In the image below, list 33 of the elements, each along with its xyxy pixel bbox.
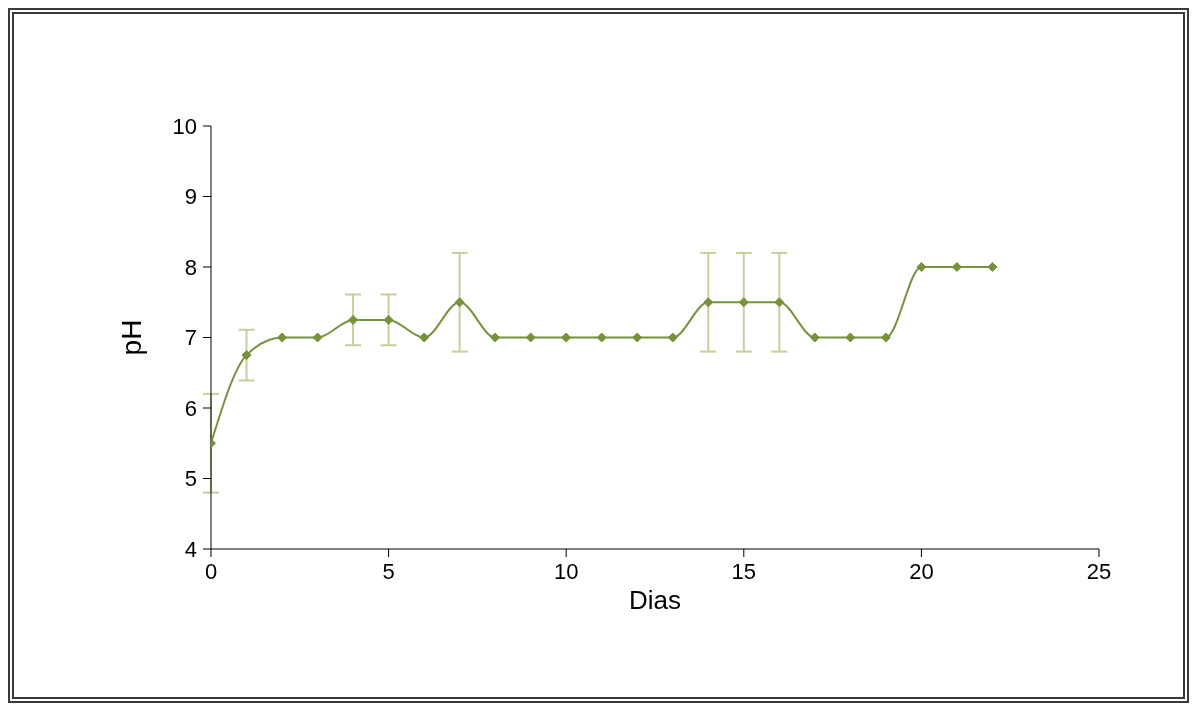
y-tick-label: 5	[184, 466, 197, 492]
point	[703, 297, 714, 308]
x-tick-label: 15	[731, 558, 757, 584]
point	[241, 350, 252, 361]
point	[987, 262, 998, 272]
point	[809, 332, 820, 343]
point	[845, 332, 856, 343]
point	[596, 332, 607, 343]
y-tick-label: 6	[184, 395, 197, 421]
x-tick-label: 0	[204, 558, 218, 584]
point	[880, 332, 891, 343]
y-tick-label: 4	[184, 536, 197, 562]
y-axis-title: pH	[115, 319, 147, 356]
y-tick-label: 9	[184, 184, 197, 210]
y-tick-label: 7	[184, 325, 197, 351]
point	[525, 332, 536, 343]
x-axis-title: Dias	[628, 585, 682, 615]
y-tick-label: 10	[172, 113, 197, 139]
x-tick-label: 20	[909, 558, 934, 584]
point	[312, 332, 323, 343]
point	[561, 332, 572, 343]
x-tick-label: 25	[1086, 558, 1112, 584]
point	[490, 332, 501, 343]
point	[419, 332, 430, 343]
point	[632, 332, 643, 343]
point	[454, 297, 465, 308]
point	[774, 297, 785, 308]
point	[667, 332, 678, 343]
x-tick-label: 5	[382, 558, 395, 584]
point	[738, 297, 749, 308]
y-tick-label: 8	[184, 254, 197, 280]
point	[383, 314, 394, 325]
x-tick-label: 10	[553, 558, 579, 584]
